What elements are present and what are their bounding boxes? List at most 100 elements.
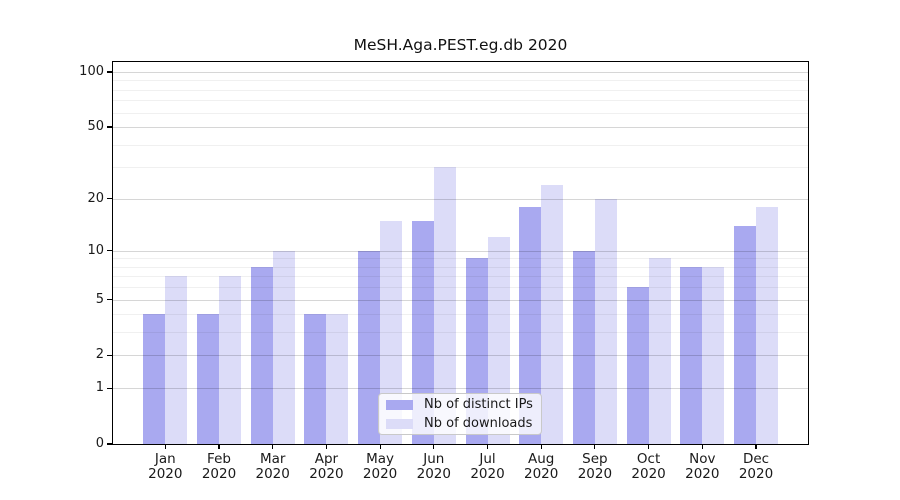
x-tick-mark — [486, 444, 489, 449]
y-tick-mark — [107, 354, 112, 357]
y-tick-label: 100 — [79, 64, 104, 79]
x-tick-label: Apr 2020 — [294, 452, 358, 482]
gridline-minor — [113, 100, 808, 102]
x-tick-label: Aug 2020 — [509, 452, 573, 482]
bar-distinct-ips — [626, 287, 649, 444]
x-tick-mark — [164, 444, 166, 449]
x-tick-year: 2020 — [577, 466, 613, 482]
x-tick-mark — [433, 444, 435, 449]
legend-label: Nb of distinct IPs — [424, 397, 533, 412]
gridline-major — [113, 299, 808, 301]
x-tick-year: 2020 — [470, 466, 505, 482]
x-tick-year: 2020 — [362, 466, 398, 482]
bar-downloads — [756, 206, 778, 444]
x-tick-year: 2020 — [524, 466, 559, 482]
x-tick-year: 2020 — [201, 466, 237, 482]
x-tick-mark — [701, 444, 703, 449]
legend-swatch-distinct-ips — [386, 399, 413, 410]
x-tick-month: Apr — [314, 451, 339, 467]
bar-distinct-ips — [734, 225, 756, 444]
bar-distinct-ips — [680, 266, 703, 444]
y-tick-mark — [107, 71, 112, 73]
bar-distinct-ips — [197, 314, 219, 444]
gridline-major — [113, 355, 808, 357]
x-tick-month: Nov — [689, 451, 716, 467]
x-tick-label: Feb 2020 — [187, 452, 251, 482]
x-tick-mark — [325, 444, 327, 449]
gridline-major — [113, 250, 808, 252]
gridline-minor — [113, 332, 808, 334]
bar-downloads — [326, 314, 349, 444]
gridline-major — [113, 388, 808, 390]
x-tick-year: 2020 — [738, 466, 774, 482]
x-tick-year: 2020 — [631, 466, 666, 482]
x-tick-year: 2020 — [416, 466, 451, 482]
x-tick-label: Dec 2020 — [724, 452, 788, 482]
legend: Nb of distinct IPs Nb of downloads — [378, 393, 542, 435]
gridline-minor — [113, 276, 808, 278]
x-tick-label: Oct 2020 — [617, 452, 681, 482]
legend-entry: Nb of downloads — [386, 416, 541, 432]
bar-downloads — [487, 237, 510, 444]
bar-distinct-ips — [143, 314, 166, 444]
legend-entry: Nb of distinct IPs — [386, 397, 541, 413]
x-tick-label: Nov 2020 — [670, 452, 734, 482]
x-tick-month: Jul — [479, 451, 496, 467]
y-tick-label: 1 — [95, 380, 104, 396]
x-tick-mark — [540, 444, 542, 449]
bar-downloads — [702, 266, 725, 444]
y-tick-mark — [107, 126, 112, 128]
x-tick-mark — [272, 444, 274, 449]
bar-downloads — [272, 250, 295, 444]
gridline-major — [113, 198, 808, 200]
bar-distinct-ips — [572, 250, 595, 444]
gridline-minor — [113, 89, 808, 91]
legend-label: Nb of downloads — [424, 416, 533, 431]
bar-distinct-ips — [519, 206, 542, 444]
x-tick-mark — [379, 444, 381, 449]
x-tick-year: 2020 — [255, 466, 290, 482]
y-tick-mark — [107, 443, 112, 445]
x-tick-year: 2020 — [685, 466, 720, 482]
gridline-minor — [113, 287, 808, 289]
bar-downloads — [648, 258, 671, 444]
x-tick-month: Aug — [528, 451, 555, 467]
gridline-minor — [113, 266, 808, 268]
x-tick-month: Feb — [207, 451, 231, 467]
gridline-minor — [113, 167, 808, 169]
x-tick-month: Jan — [154, 451, 176, 467]
y-tick-label: 10 — [87, 242, 104, 258]
bar-distinct-ips — [250, 266, 273, 444]
bar-downloads — [541, 184, 564, 444]
x-tick-month: May — [366, 451, 395, 467]
gridline-minor — [113, 144, 808, 146]
bar-downloads — [433, 167, 456, 444]
bar-downloads — [380, 220, 403, 444]
x-tick-label: Mar 2020 — [241, 452, 305, 482]
bar-downloads — [165, 276, 188, 444]
gridline-minor — [113, 258, 808, 260]
gridline-major — [113, 72, 808, 73]
y-tick-label: 5 — [95, 291, 104, 307]
gridline-minor — [113, 314, 808, 316]
y-tick-label: 50 — [87, 119, 104, 135]
x-tick-month: Mar — [259, 451, 286, 467]
x-tick-mark — [594, 444, 596, 449]
chart-title: MeSH.Aga.PEST.eg.db 2020 — [353, 36, 568, 54]
y-tick-label: 20 — [87, 190, 104, 206]
y-tick-mark — [107, 197, 112, 200]
x-tick-mark — [218, 444, 220, 449]
bar-distinct-ips — [411, 220, 434, 444]
x-tick-month: Jun — [423, 451, 445, 467]
bar-distinct-ips — [304, 314, 327, 444]
x-tick-mark — [755, 444, 757, 449]
y-tick-label: 0 — [95, 436, 104, 451]
y-tick-mark — [107, 250, 112, 252]
x-tick-label: May 2020 — [348, 452, 412, 482]
x-tick-month: Dec — [742, 451, 770, 467]
gridline-minor — [113, 112, 808, 114]
x-tick-label: Jul 2020 — [456, 452, 520, 482]
legend-swatch-downloads — [386, 418, 413, 429]
bar-distinct-ips — [358, 250, 381, 444]
